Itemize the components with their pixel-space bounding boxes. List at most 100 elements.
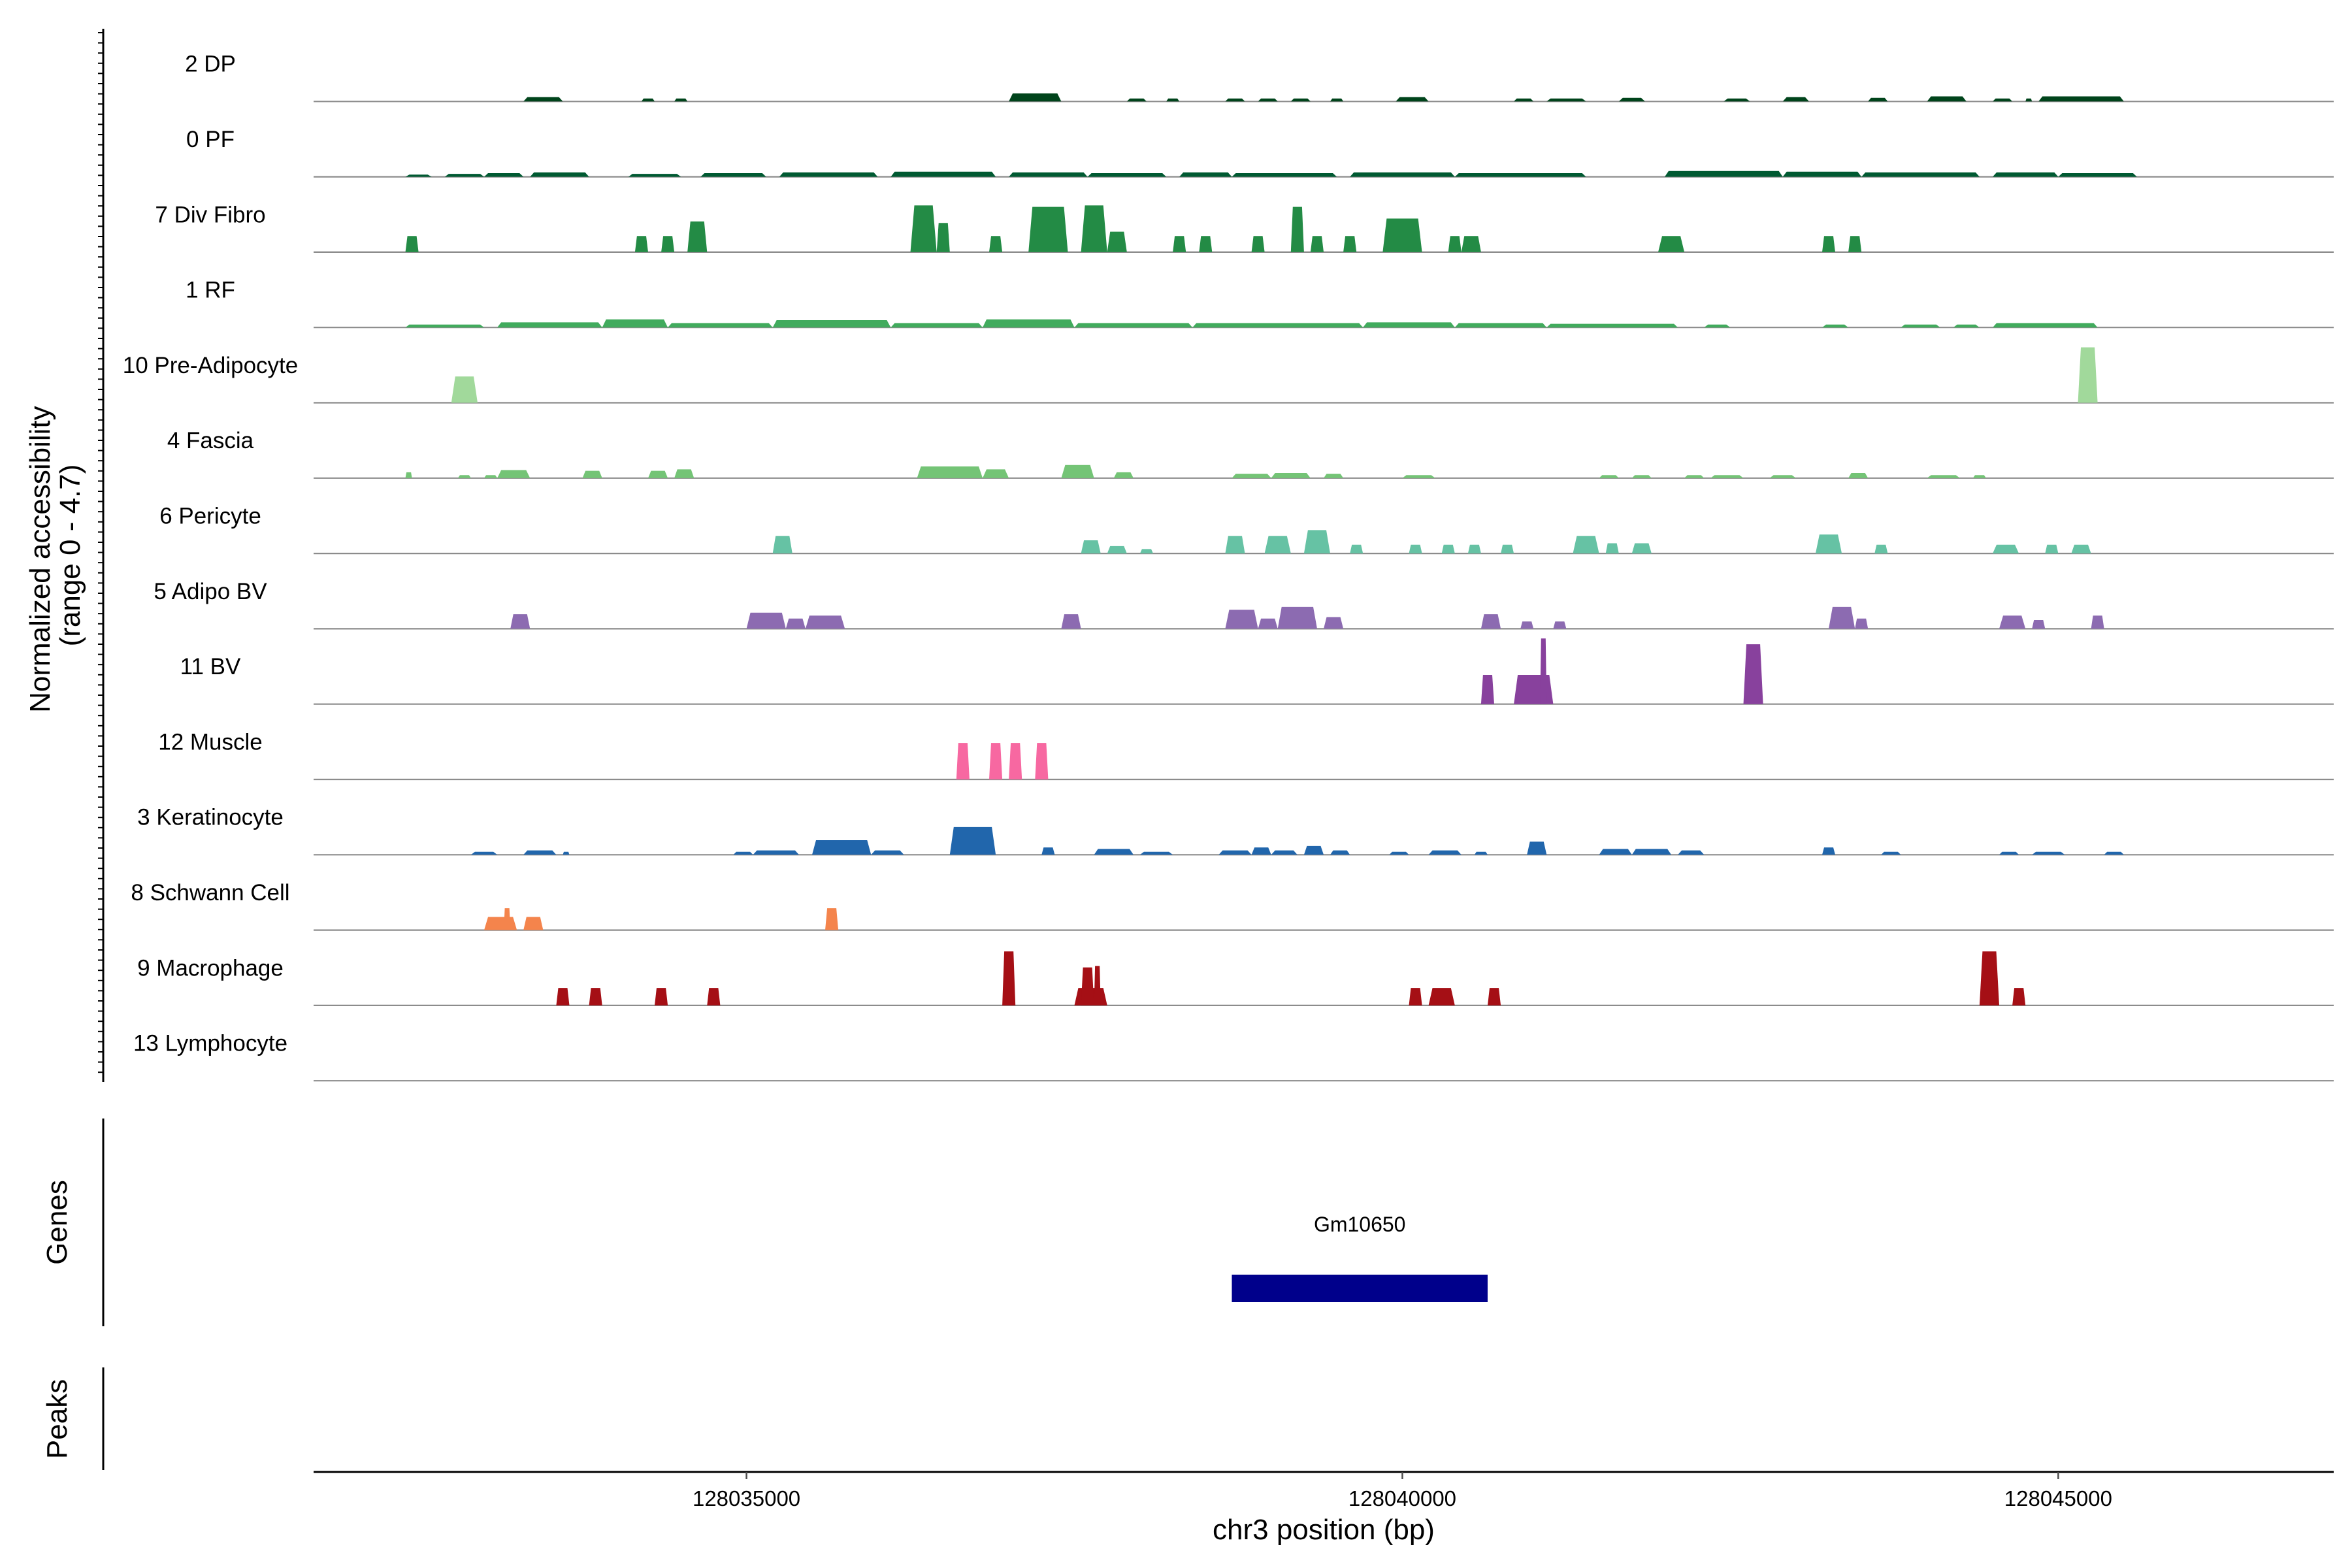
coverage-peak bbox=[1350, 172, 1455, 177]
coverage-peak bbox=[1782, 97, 1809, 102]
coverage-peak bbox=[1028, 206, 1068, 252]
coverage-peak bbox=[1173, 236, 1186, 252]
coverage-peak bbox=[563, 851, 570, 855]
coverage-peak bbox=[1573, 536, 1599, 554]
coverage-peak bbox=[1009, 172, 1088, 177]
coverage-peak bbox=[1035, 743, 1049, 779]
x-axis-ticks: 128035000 128040000 128045000 bbox=[693, 1472, 2112, 1511]
coverage-peak bbox=[1999, 851, 2019, 855]
coverage-peak bbox=[812, 840, 872, 855]
gene-strand-arrow bbox=[1232, 1279, 1243, 1298]
coverage-peak bbox=[1631, 475, 1652, 478]
coverage-peak bbox=[484, 173, 524, 177]
coverage-peak bbox=[674, 469, 694, 478]
coverage-peak bbox=[451, 376, 478, 403]
coverage-peak bbox=[1514, 98, 1534, 102]
coverage-peak bbox=[2104, 851, 2124, 855]
coverage-peak bbox=[1330, 850, 1350, 855]
coverage-peak bbox=[668, 323, 773, 328]
coverage-peak bbox=[523, 917, 544, 930]
coverage-peak bbox=[2038, 96, 2124, 102]
coverage-peak bbox=[1107, 546, 1127, 554]
coverage-peak bbox=[1402, 475, 1435, 478]
coverage-peak bbox=[1428, 850, 1462, 855]
coverage-peak bbox=[1454, 173, 1586, 177]
coverage-peak bbox=[556, 988, 570, 1005]
track: 9 Macrophage bbox=[137, 951, 2334, 1007]
coverage-peak bbox=[510, 614, 531, 629]
track-area: Normalized accessibility (range 0 - 4.7)… bbox=[24, 29, 2334, 1082]
coverage-peak bbox=[1927, 96, 1967, 102]
coverage-peak bbox=[1310, 236, 1324, 252]
coverage-peak bbox=[1454, 323, 1547, 328]
coverage-peak bbox=[1540, 638, 1547, 704]
coverage-peak bbox=[1251, 847, 1271, 855]
coverage-peak bbox=[2032, 851, 2065, 855]
coverage-peak bbox=[1769, 475, 1796, 478]
coverage-peak bbox=[1881, 851, 1901, 855]
coverage-peak bbox=[1868, 97, 1888, 102]
coverage-peak bbox=[1993, 544, 2019, 554]
coverage-peak bbox=[470, 851, 498, 855]
track: 3 Keratinocyte bbox=[137, 805, 2334, 856]
coverage-peak bbox=[1546, 98, 1586, 102]
coverage-peak bbox=[1501, 544, 1514, 554]
coverage-peak bbox=[983, 319, 1075, 328]
coverage-peak bbox=[1396, 97, 1429, 102]
coverage-peak bbox=[1822, 324, 1849, 328]
peaks-panel: Peaks bbox=[41, 1367, 105, 1470]
coverage-peak bbox=[1192, 323, 1364, 328]
coverage-peak bbox=[1461, 236, 1481, 252]
coverage-peak bbox=[1441, 544, 1455, 554]
track-label: 6 Pericyte bbox=[159, 503, 261, 529]
coverage-peak bbox=[1618, 97, 1645, 102]
coverage-peak bbox=[1303, 530, 1330, 554]
coverage-peak bbox=[1874, 544, 1888, 554]
coverage-peak bbox=[1631, 849, 1672, 855]
coverage-peak bbox=[405, 236, 419, 252]
coverage-peak bbox=[1409, 988, 1422, 1005]
coverage-peak bbox=[1166, 98, 1180, 102]
track-label: 11 BV bbox=[180, 654, 241, 679]
track: 6 Pericyte bbox=[159, 503, 2334, 555]
track: 11 BV bbox=[180, 638, 2334, 705]
coverage-peak bbox=[1743, 644, 1763, 704]
coverage-peak bbox=[1665, 171, 1783, 177]
coverage-peak bbox=[1009, 93, 1062, 102]
coverage-peak bbox=[484, 917, 517, 930]
coverage-peak bbox=[1815, 534, 1842, 554]
track: 7 Div Fibro bbox=[155, 202, 2334, 253]
coverage-peak bbox=[772, 536, 792, 554]
coverage-peak bbox=[1999, 615, 2026, 629]
track-label: 5 Adipo BV bbox=[154, 579, 267, 604]
coverage-peak bbox=[1350, 544, 1364, 554]
coverage-peak bbox=[602, 319, 668, 328]
coverage-peak bbox=[2078, 347, 2098, 403]
coverage-peak bbox=[530, 172, 589, 177]
coverage-peak bbox=[497, 470, 531, 478]
coverage-peak bbox=[1927, 475, 1960, 478]
coverage-peak bbox=[1474, 851, 1488, 855]
track-label: 0 PF bbox=[186, 127, 235, 152]
coverage-peak bbox=[582, 470, 602, 478]
coverage-peak bbox=[405, 472, 412, 478]
coverage-peak bbox=[1363, 322, 1455, 328]
track: 1 RF bbox=[186, 278, 2334, 329]
coverage-peak bbox=[1324, 474, 1344, 478]
coverage-peak bbox=[1829, 606, 1855, 629]
coverage-peak bbox=[1258, 618, 1278, 629]
track-label: 7 Div Fibro bbox=[155, 202, 265, 227]
coverage-peak bbox=[1232, 173, 1337, 177]
coverage-peak bbox=[1094, 966, 1101, 1005]
coverage-peak bbox=[1074, 323, 1193, 328]
coverage-peak bbox=[1684, 475, 1705, 478]
coverage-peak bbox=[1232, 474, 1271, 478]
coverage-peak bbox=[1389, 851, 1409, 855]
track-label: 4 Fascia bbox=[167, 428, 254, 453]
coverage-peak bbox=[746, 612, 786, 629]
coverage-peak bbox=[1710, 475, 1744, 478]
genes-panel: Genes Gm10650 bbox=[41, 1119, 1488, 1326]
track: 12 Muscle bbox=[158, 729, 2334, 781]
track: 0 PF bbox=[186, 127, 2334, 178]
